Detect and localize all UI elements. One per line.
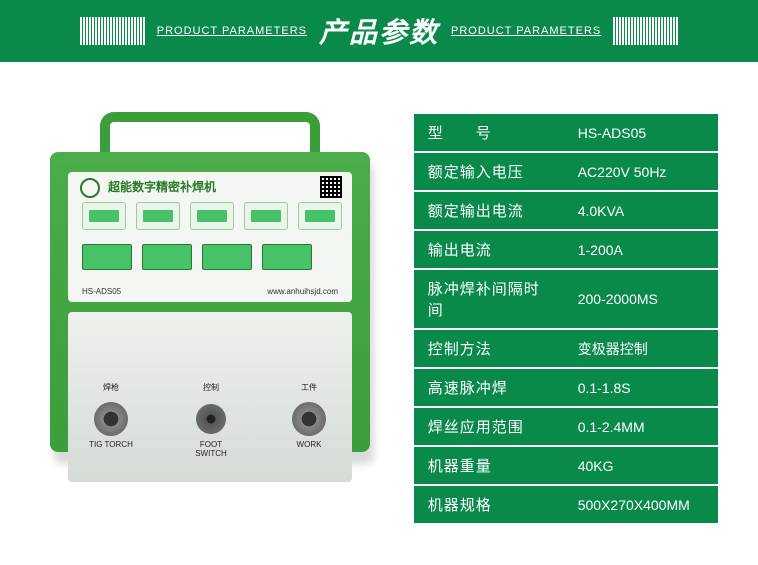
spec-value: 40KG	[564, 447, 718, 484]
content-area: 超能数字精密补焊机 HS-ADS05 www.anhuihsjd.com	[0, 62, 758, 565]
qr-code-icon	[320, 176, 342, 198]
table-row: 额定输入电压AC220V 50Hz	[414, 153, 718, 190]
spec-label: 额定输入电压	[414, 153, 564, 190]
table-row: 机器规格500X270X400MM	[414, 486, 718, 523]
spec-value: AC220V 50Hz	[564, 153, 718, 190]
spec-label: 机器规格	[414, 486, 564, 523]
spec-label: 高速脉冲焊	[414, 369, 564, 406]
display-row-1	[82, 202, 342, 230]
table-row: 输出电流1-200A	[414, 231, 718, 268]
connector-work-label-cn: 工件	[284, 382, 334, 393]
spec-value: 200-2000MS	[564, 270, 718, 328]
barcode-left	[80, 17, 145, 45]
spec-value: 500X270X400MM	[564, 486, 718, 523]
spec-label: 额定输出电流	[414, 192, 564, 229]
machine-body: 超能数字精密补焊机 HS-ADS05 www.anhuihsjd.com	[50, 152, 370, 452]
table-row: 控制方法变极器控制	[414, 330, 718, 367]
display-row-2	[82, 244, 312, 270]
display-4	[244, 202, 288, 230]
spec-value: 0.1-2.4MM	[564, 408, 718, 445]
table-row: 高速脉冲焊0.1-1.8S	[414, 369, 718, 406]
readout-3	[202, 244, 252, 270]
spec-label: 型 号	[414, 114, 564, 151]
spec-value: HS-ADS05	[564, 114, 718, 151]
brand-logo-icon	[80, 178, 100, 198]
connector-work-label-en: WORK	[284, 440, 334, 449]
table-row: 额定输出电流4.0KVA	[414, 192, 718, 229]
machine-lower-panel: 焊枪 TIG TORCH 控制 FOOT SWITCH 工件 WORK	[68, 312, 352, 482]
table-row: 机器重量40KG	[414, 447, 718, 484]
connector-torch-label-cn: 焊枪	[86, 382, 136, 393]
panel-model-code: HS-ADS05	[82, 287, 121, 296]
header-subtitle-left: PRODUCT PARAMETERS	[157, 25, 307, 37]
spec-value: 0.1-1.8S	[564, 369, 718, 406]
spec-value: 1-200A	[564, 231, 718, 268]
connector-work	[292, 402, 326, 436]
barcode-right	[613, 17, 678, 45]
connector-control	[196, 404, 226, 434]
readout-2	[142, 244, 192, 270]
spec-label: 焊丝应用范围	[414, 408, 564, 445]
machine-control-panel: 超能数字精密补焊机 HS-ADS05 www.anhuihsjd.com	[68, 172, 352, 302]
header-title: 产品参数	[319, 11, 439, 51]
readout-1	[82, 244, 132, 270]
table-row: 脉冲焊补间隔时间200-2000MS	[414, 270, 718, 328]
connector-control-label-en: FOOT SWITCH	[186, 440, 236, 458]
machine-title: 超能数字精密补焊机	[108, 178, 216, 195]
connector-control-label-cn: 控制	[186, 382, 236, 393]
spec-label: 机器重量	[414, 447, 564, 484]
connector-torch	[94, 402, 128, 436]
header-subtitle-right: PRODUCT PARAMETERS	[451, 25, 601, 37]
connector-torch-label-en: TIG TORCH	[86, 440, 136, 449]
table-row: 型 号HS-ADS05	[414, 114, 718, 151]
page-header: PRODUCT PARAMETERS 产品参数 PRODUCT PARAMETE…	[0, 0, 758, 62]
spec-value: 4.0KVA	[564, 192, 718, 229]
spec-table: 型 号HS-ADS05额定输入电压AC220V 50Hz额定输出电流4.0KVA…	[414, 112, 718, 525]
spec-label: 输出电流	[414, 231, 564, 268]
panel-url: www.anhuihsjd.com	[267, 287, 338, 296]
readout-4	[262, 244, 312, 270]
table-row: 焊丝应用范围0.1-2.4MM	[414, 408, 718, 445]
display-2	[136, 202, 180, 230]
spec-label: 脉冲焊补间隔时间	[414, 270, 564, 328]
display-5	[298, 202, 342, 230]
spec-value: 变极器控制	[564, 330, 718, 367]
product-illustration: 超能数字精密补焊机 HS-ADS05 www.anhuihsjd.com	[40, 112, 374, 492]
display-3	[190, 202, 234, 230]
display-1	[82, 202, 126, 230]
spec-label: 控制方法	[414, 330, 564, 367]
header-content: PRODUCT PARAMETERS 产品参数 PRODUCT PARAMETE…	[72, 11, 686, 51]
